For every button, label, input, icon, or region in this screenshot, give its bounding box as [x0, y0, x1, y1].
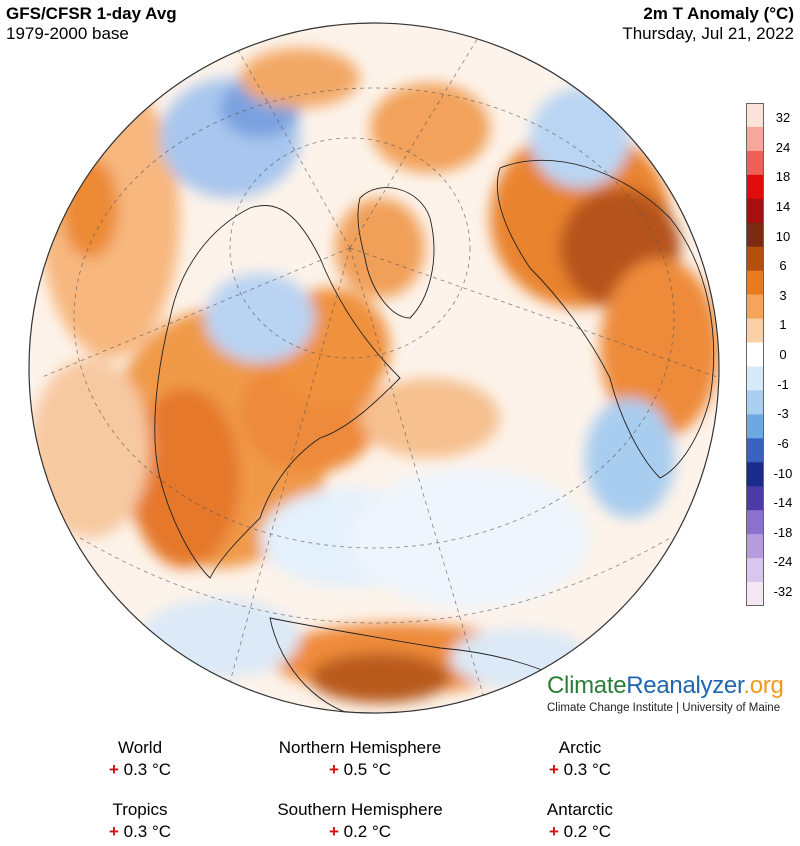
stat-southern-hemisphere: Southern Hemisphere + 0.2 °C	[277, 800, 443, 841]
legend-swatch	[746, 294, 764, 320]
legend-tick-label: -3	[777, 406, 789, 422]
legend-swatch	[746, 414, 764, 439]
legend-swatch	[746, 462, 764, 487]
legend-swatch	[746, 270, 764, 296]
globe-edge	[28, 22, 720, 714]
legend-swatch	[746, 438, 764, 463]
globe-map	[28, 22, 720, 714]
legend-tick-label: 32	[775, 110, 791, 125]
color-legend-bar	[746, 103, 764, 606]
map-header-right: 2m T Anomaly (°C) Thursday, Jul 21, 2022	[622, 4, 794, 44]
legend-tick-label: 1	[779, 317, 787, 333]
legend-tick-label: -18	[773, 524, 793, 540]
legend-swatch	[746, 534, 764, 559]
legend-swatch	[746, 150, 764, 176]
stat-antarctic: Antarctic + 0.2 °C	[546, 800, 614, 841]
stat-world: World + 0.3 °C	[108, 738, 172, 779]
legend-swatch	[746, 103, 764, 128]
brand-logo: ClimateReanalyzer.org	[547, 672, 784, 699]
legend-tick-label: -6	[777, 435, 789, 451]
legend-swatch	[746, 558, 764, 583]
legend-swatch	[746, 486, 764, 511]
legend-tick-label: 6	[779, 258, 787, 274]
legend-tick-label: 3	[779, 287, 787, 303]
legend-tick-label: 10	[775, 228, 791, 244]
base-period: 1979-2000 base	[6, 24, 129, 43]
map-title: GFS/CFSR 1-day Avg	[6, 4, 177, 23]
legend-swatch	[746, 222, 764, 248]
legend-tick-label: 14	[775, 198, 791, 214]
brand-subtitle: Climate Change Institute | University of…	[547, 702, 781, 714]
legend-swatch	[746, 366, 764, 391]
legend-swatch	[746, 174, 764, 200]
variable-title: 2m T Anomaly (°C)	[643, 4, 794, 23]
stat-tropics: Tropics + 0.3 °C	[108, 800, 172, 841]
legend-tick-label: 0	[779, 347, 787, 362]
legend-swatch	[746, 318, 764, 344]
legend-tick-label: 24	[775, 139, 791, 155]
stat-northern-hemisphere: Northern Hemisphere + 0.5 °C	[278, 738, 442, 779]
stat-arctic: Arctic + 0.3 °C	[548, 738, 612, 779]
legend-swatch	[746, 510, 764, 535]
legend-tick-label: -10	[773, 465, 793, 481]
legend-tick-label: -1	[777, 376, 789, 392]
legend-swatch	[746, 342, 764, 367]
graticule	[39, 23, 719, 713]
legend-tick-label: -24	[773, 554, 793, 570]
map-date: Thursday, Jul 21, 2022	[622, 24, 794, 43]
legend-tick-label: -32	[773, 584, 793, 599]
legend-swatch	[746, 246, 764, 272]
legend-swatch	[746, 582, 764, 606]
legend-tick-label: -14	[773, 495, 793, 511]
legend-swatch	[746, 126, 764, 152]
legend-tick-label: 18	[775, 169, 791, 185]
legend-swatch	[746, 198, 764, 224]
map-header-left: GFS/CFSR 1-day Avg 1979-2000 base	[6, 4, 177, 44]
legend-border	[746, 103, 764, 606]
legend-swatch	[746, 390, 764, 415]
anomaly-field	[30, 48, 719, 703]
